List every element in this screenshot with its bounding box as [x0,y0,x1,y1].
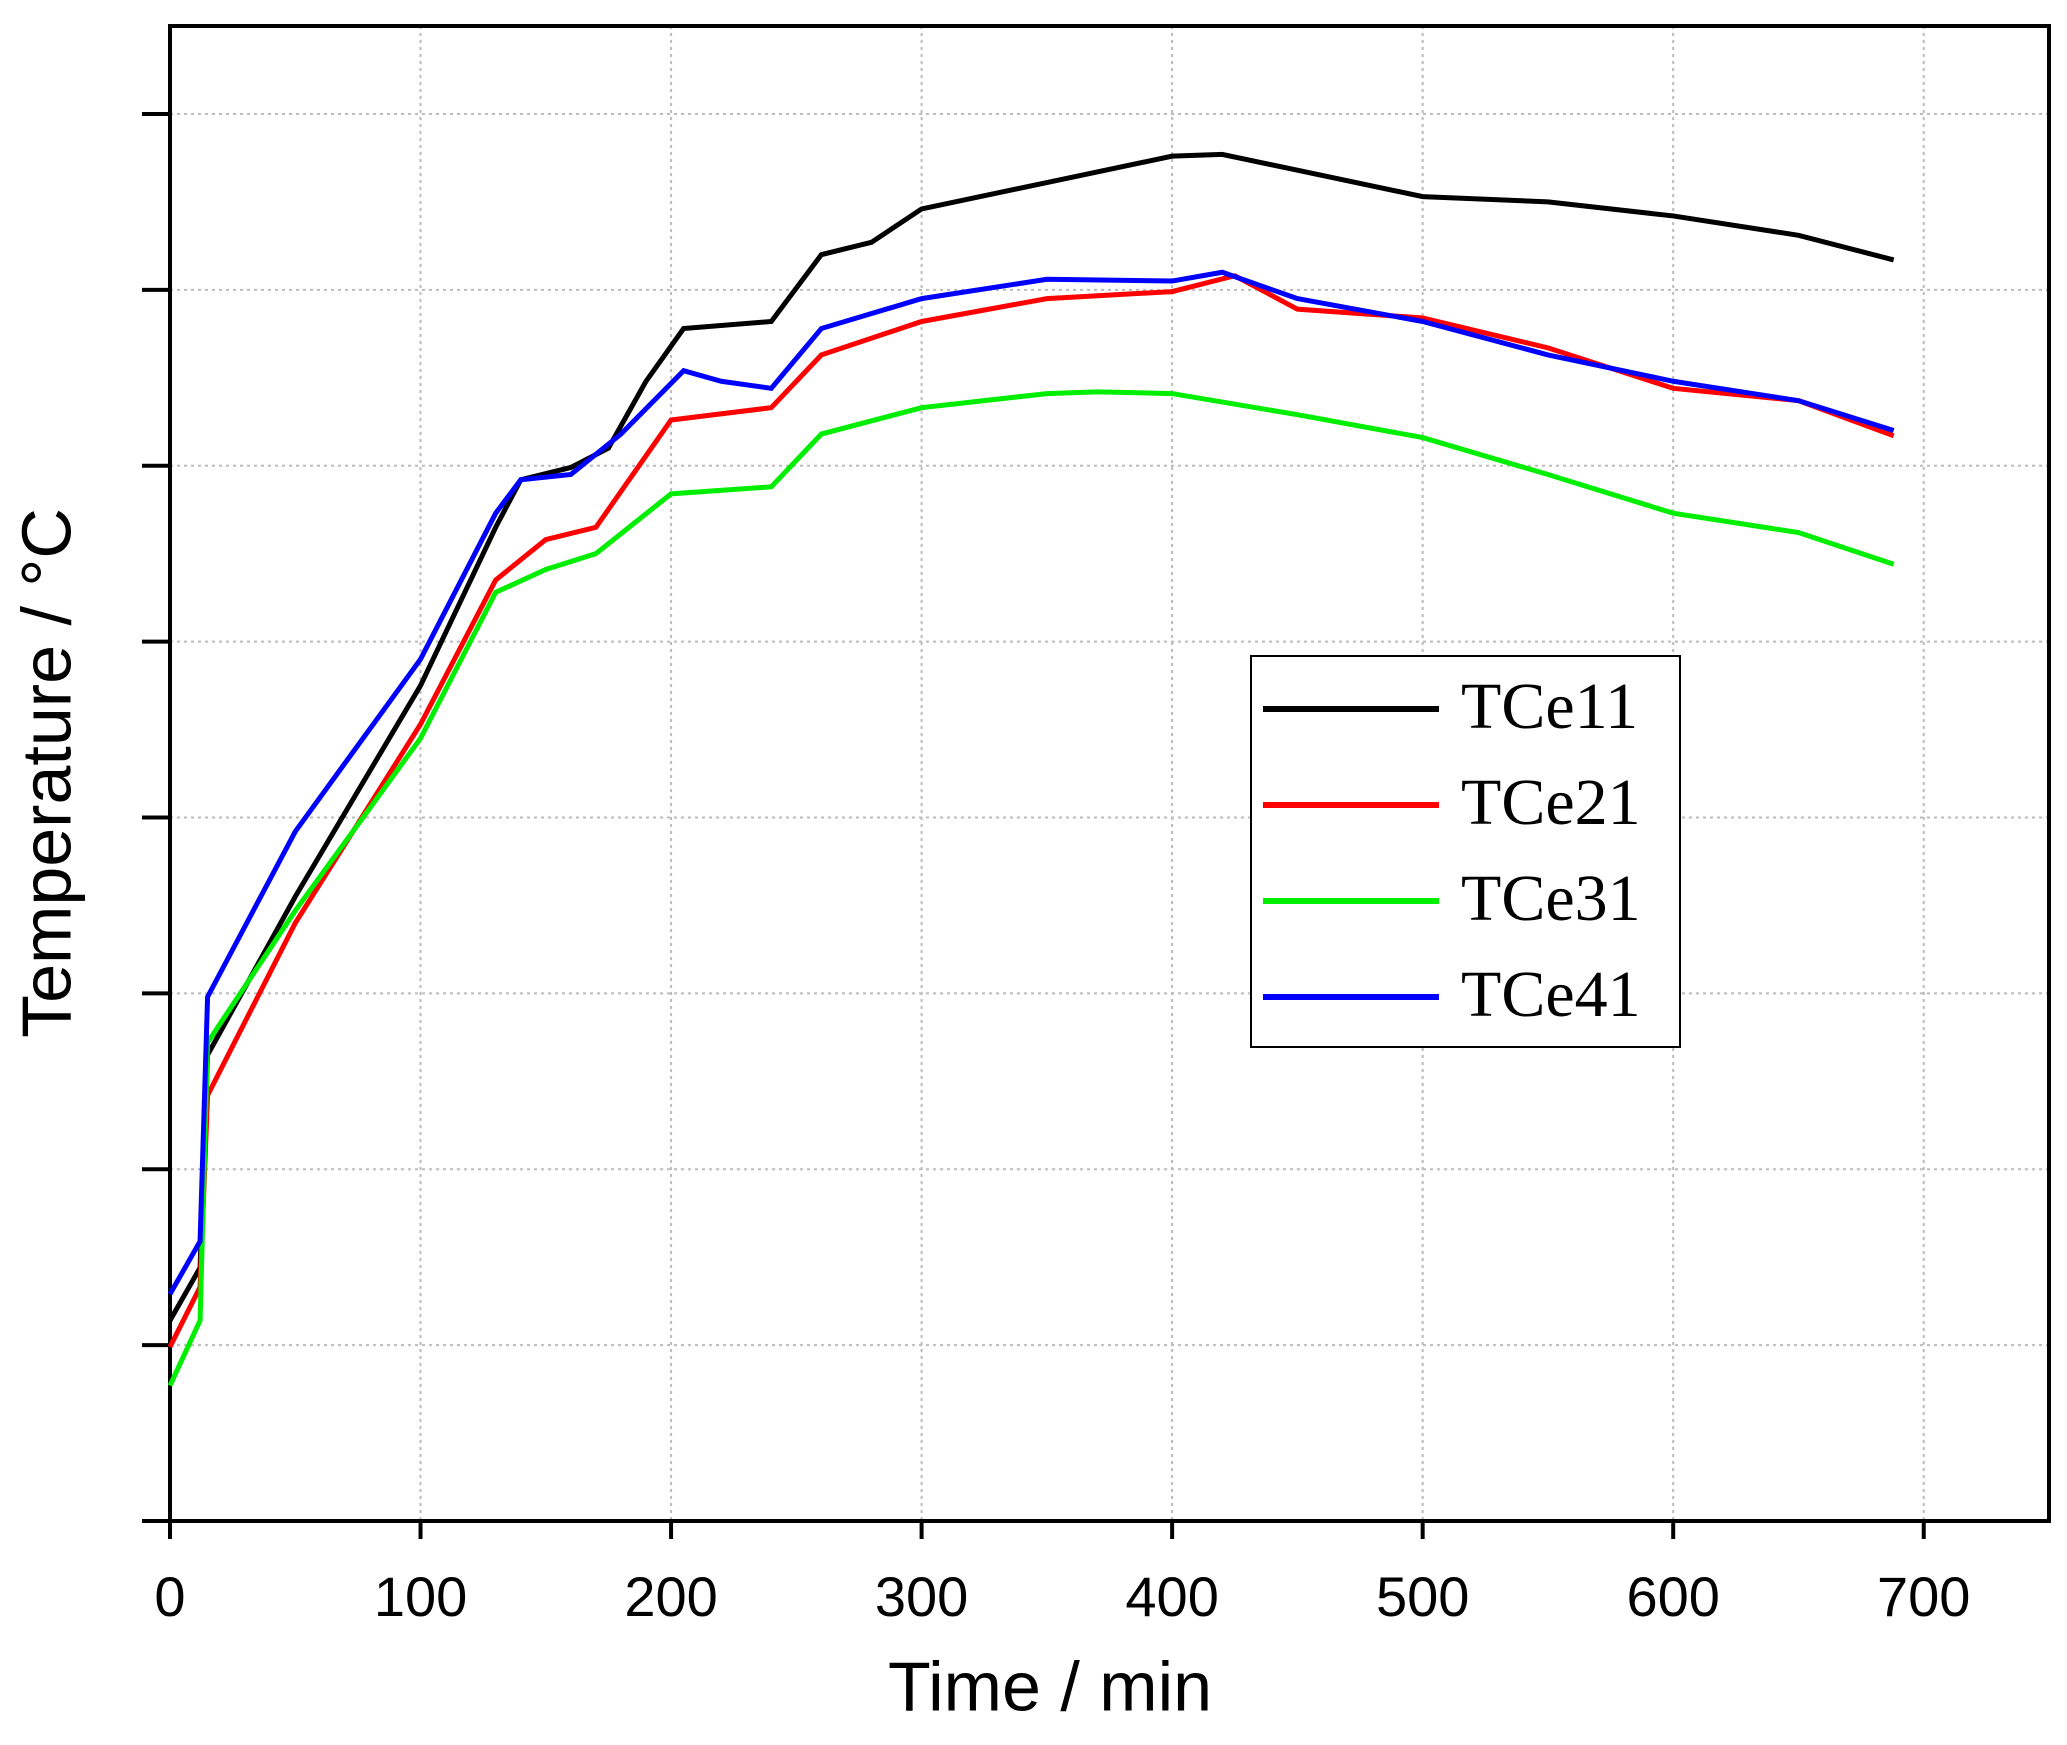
line-series [167,151,1895,1322]
x-tick-label: 500 [1376,1565,1469,1628]
x-axis-title: Time / min [888,1647,1212,1725]
x-tick-label: 600 [1626,1565,1719,1628]
plot-frame [168,24,2051,1523]
x-tick-label: 300 [875,1565,968,1628]
x-tick-label: 0 [154,1565,185,1628]
legend-label: TCe41 [1461,958,1641,1031]
x-tick-label: 400 [1125,1565,1218,1628]
line-series [167,269,1895,1296]
legend-label: TCe21 [1461,766,1641,839]
x-tick-label: 100 [374,1565,467,1628]
legend-box [1250,655,1681,1048]
legend-label: TCe11 [1461,670,1638,743]
line-series [167,389,1895,1387]
y-axis-title: Temperature / °C [7,508,85,1038]
x-tick-label: 700 [1877,1565,1970,1628]
x-tick-label: 200 [624,1565,717,1628]
legend-label: TCe31 [1461,862,1641,935]
